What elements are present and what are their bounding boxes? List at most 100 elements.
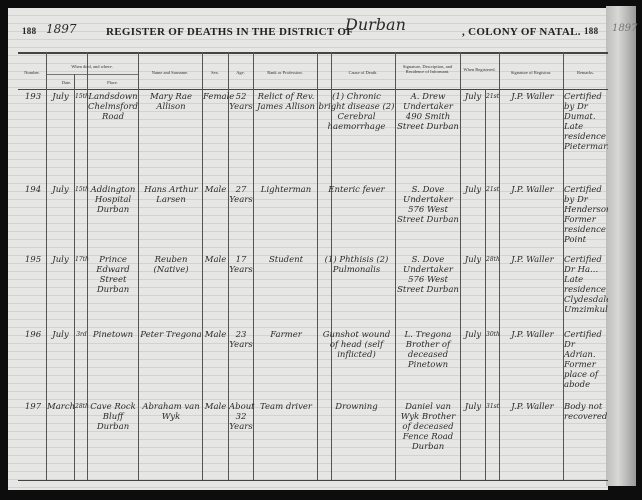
col-when-registered: When Registered. (463, 67, 496, 72)
cell-informant: A. Drew Undertaker 490 Smith Street Durb… (397, 92, 459, 132)
cell-month: July (52, 330, 69, 340)
cell-name: Reuben (Native) (153, 255, 189, 275)
cell-informant: Daniel van Wyk Brother of deceased Fence… (400, 402, 456, 452)
cell-cause: (1) Phthisis (2) Pulmonalis (324, 255, 389, 275)
cell-number: 196 (24, 330, 42, 340)
col-when-where: When died, and where. (71, 64, 113, 69)
header-rule (18, 52, 608, 54)
page-number-left: 188 (22, 26, 37, 36)
cell-reg-month: July (464, 185, 482, 195)
col-number: Number. (24, 70, 40, 75)
cell-cause: Enteric fever (328, 185, 385, 195)
cell-day: 15th (75, 186, 89, 193)
cell-day: 28th (75, 403, 89, 410)
cell-informant: S. Dove Undertaker 576 West Street Durba… (397, 185, 459, 225)
cell-reg-month: July (464, 330, 482, 340)
col-registrar: Signature of Registrar. (510, 70, 552, 75)
column-line (74, 74, 75, 480)
cell-registrar: J.P. Waller (511, 92, 554, 102)
cell-reg-day: 30th (486, 331, 500, 338)
col-rank: Rank or Profession. (267, 70, 303, 75)
col-age: Age. (236, 70, 245, 75)
district-name: Durban (345, 15, 406, 34)
cell-sex: Male (204, 255, 227, 265)
col-remarks: Remarks. (576, 70, 595, 75)
cell-remarks: Certified by Dr Dumat. Late residence Pi… (564, 92, 608, 152)
cell-reg-month: July (464, 92, 482, 102)
year-left: 1897 (46, 22, 77, 36)
column-line (460, 52, 461, 480)
cell-registrar: J.P. Waller (511, 185, 554, 195)
column-line (563, 52, 564, 480)
cell-rank: Team driver (260, 402, 312, 412)
cell-day: 3rd (76, 331, 87, 338)
col-informant: Signature, Description, and Residence of… (402, 64, 453, 74)
cell-informant: S. Dove Undertaker 576 West Street Durba… (397, 255, 459, 295)
cell-month: July (52, 255, 69, 265)
cell-sex: Male (204, 402, 227, 412)
cell-rank: Farmer (270, 330, 302, 340)
cell-day: 15th (75, 93, 89, 100)
date-subheader-rule (46, 74, 138, 75)
cell-name: Peter Tregona (140, 330, 202, 340)
col-date: Date. (61, 80, 72, 85)
year-right: 1897 (612, 23, 638, 34)
column-line (46, 52, 47, 480)
register-title: REGISTER OF DEATHS IN THE DISTRICT OF (106, 26, 354, 38)
col-cause: Cause of Death. (348, 70, 378, 75)
column-line (202, 52, 203, 480)
cell-rank: Relict of Rev. James Allison (257, 92, 315, 112)
cell-cause: Gunshot wound of head (self inflicted) (322, 330, 391, 360)
col-sex: Sex. (211, 70, 219, 75)
column-line (317, 52, 318, 480)
cell-number: 193 (24, 92, 42, 102)
cell-remarks: Body not recovered (564, 402, 608, 422)
cell-registrar: J.P. Waller (511, 255, 554, 265)
cell-number: 197 (24, 402, 42, 412)
cell-reg-day: 21st (486, 186, 500, 193)
cell-rank: Student (268, 255, 304, 265)
cell-age: 52 Years (229, 92, 253, 112)
cell-place: Pinetown (92, 330, 134, 340)
cell-sex: Male (204, 185, 227, 195)
cell-cause: Drowning (335, 402, 378, 412)
column-line (499, 52, 500, 480)
column-line (395, 52, 396, 480)
cell-reg-day: 21st (486, 93, 500, 100)
cell-registrar: J.P. Waller (511, 330, 554, 340)
cell-reg-day: 31st (486, 403, 500, 410)
cell-remarks: Certified Dr Adrian. Former place of abo… (564, 330, 602, 390)
cell-age: 17 Years (229, 255, 253, 275)
cell-reg-month: July (464, 255, 482, 265)
column-line (485, 89, 486, 480)
cell-name: Mary Rae Allison (149, 92, 193, 112)
column-line (253, 52, 254, 480)
bottom-rule (18, 480, 608, 481)
cell-month: July (52, 92, 69, 102)
colony-label: , COLONY OF NATAL. (462, 26, 581, 38)
cell-age: 23 Years (229, 330, 253, 350)
cell-remarks: Certified Dr Ha... Late residence Clydes… (564, 255, 608, 315)
cell-month: March (47, 402, 76, 412)
col-name: Name and Surname. (151, 70, 189, 75)
column-header-rule (18, 89, 608, 90)
cell-place: Prince Edward Street Durban (96, 255, 130, 295)
cell-name: Abraham van Wyk (142, 402, 200, 422)
cell-age: 27 Years (229, 185, 253, 205)
cell-number: 195 (24, 255, 42, 265)
cell-informant: L. Tregona Brother of deceased Pinetown (404, 330, 452, 370)
page-number-right: 188 (584, 26, 599, 36)
page-edge (606, 6, 636, 486)
cell-reg-day: 28th (486, 256, 500, 263)
cell-name: Hans Arthur Larsen (144, 185, 198, 205)
cell-remarks: Certified by Dr Henderson. Former reside… (564, 185, 608, 245)
cell-age: About 32 Years (229, 402, 255, 432)
column-line (228, 52, 229, 480)
cell-day: 17th (75, 256, 89, 263)
cell-sex: Female (203, 92, 235, 102)
cell-rank: Lighterman (260, 185, 312, 195)
cell-month: July (52, 185, 69, 195)
cell-number: 194 (24, 185, 42, 195)
cell-sex: Male (204, 330, 227, 340)
register-page (8, 8, 608, 490)
